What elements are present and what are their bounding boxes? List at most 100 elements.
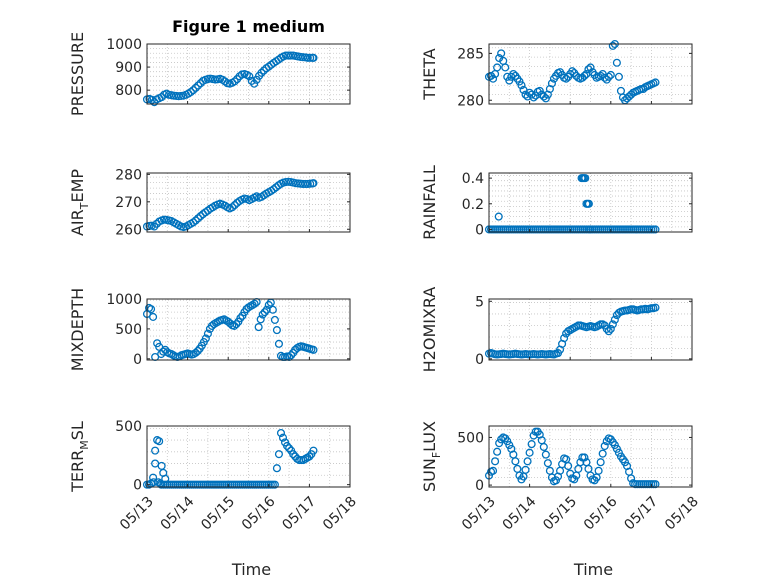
subplot-2: 260 270 280 AIRTEMP bbox=[68, 167, 351, 238]
data-point bbox=[228, 203, 237, 212]
data-point bbox=[147, 95, 156, 104]
x-axis-label: Time bbox=[231, 560, 271, 579]
data-point bbox=[489, 466, 498, 475]
data-point bbox=[539, 92, 548, 101]
data-point bbox=[602, 324, 611, 333]
subplot-4: 0 500 1000 MIXDEPTH bbox=[68, 288, 351, 371]
x-tick-label: 05/16 bbox=[239, 494, 279, 534]
data-point bbox=[596, 458, 605, 467]
data-point bbox=[614, 72, 623, 81]
data-point bbox=[604, 72, 613, 81]
subplot-0: 800 900 1000 PRESSURE Figure 1 medium bbox=[68, 17, 351, 116]
data-point bbox=[517, 81, 526, 90]
y-tick-label: 280 bbox=[457, 93, 484, 109]
grid bbox=[147, 299, 350, 360]
data-point bbox=[521, 465, 530, 474]
x-tick-label: 05/14 bbox=[158, 494, 198, 534]
data-point bbox=[501, 63, 510, 72]
data-point bbox=[272, 464, 281, 473]
axes-box bbox=[488, 43, 693, 105]
data-point bbox=[600, 441, 609, 451]
data-point bbox=[527, 440, 536, 449]
data-point bbox=[191, 348, 200, 357]
axes-box bbox=[488, 172, 693, 233]
y-tick-label: 285 bbox=[457, 46, 484, 62]
data-point bbox=[598, 449, 607, 458]
data-point bbox=[562, 74, 571, 83]
data-point bbox=[627, 474, 636, 483]
data-point bbox=[493, 63, 502, 72]
data-point bbox=[584, 199, 593, 208]
axes-box bbox=[488, 425, 693, 488]
data-point bbox=[309, 345, 318, 354]
y-tick-label: 0.2 bbox=[462, 197, 484, 213]
data-point bbox=[272, 326, 281, 335]
y-tick-label: 0 bbox=[475, 222, 484, 238]
data-point bbox=[191, 83, 200, 92]
y-axis-label: SUNFLUX bbox=[420, 421, 443, 492]
axes-box bbox=[146, 298, 351, 361]
x-tick-label: 05/15 bbox=[540, 494, 580, 534]
data-point bbox=[494, 212, 503, 221]
y-axis-label: AIRTEMP bbox=[68, 169, 91, 236]
data-point bbox=[232, 320, 241, 329]
y-tick-label: 0 bbox=[475, 478, 484, 494]
y-tick-label: 270 bbox=[115, 195, 142, 211]
data-point bbox=[543, 459, 552, 468]
data-point bbox=[608, 41, 617, 50]
grid bbox=[147, 44, 350, 104]
data-point bbox=[651, 303, 660, 312]
x-tick-label: 05/18 bbox=[320, 494, 360, 534]
data-point bbox=[194, 214, 203, 223]
data-point bbox=[570, 475, 579, 484]
data-point bbox=[576, 458, 585, 467]
data-point bbox=[509, 69, 518, 79]
data-point bbox=[260, 308, 269, 317]
x-tick-label: 05/16 bbox=[581, 494, 621, 534]
data-point bbox=[580, 71, 589, 80]
data-point bbox=[230, 77, 239, 86]
y-tick-label: 0.4 bbox=[462, 171, 484, 187]
data-point bbox=[274, 339, 284, 348]
data-point bbox=[525, 448, 534, 457]
data-point bbox=[594, 466, 603, 475]
data-point bbox=[596, 71, 605, 80]
data-point bbox=[651, 480, 660, 489]
y-axis-label: RAINFALL bbox=[420, 165, 439, 240]
data-point bbox=[612, 58, 621, 67]
data-point bbox=[289, 450, 298, 459]
grid bbox=[147, 173, 350, 232]
data-point bbox=[515, 471, 524, 480]
data-point bbox=[586, 225, 595, 234]
x-tick-label: 05/14 bbox=[500, 494, 540, 534]
data-point bbox=[495, 439, 504, 448]
data-point bbox=[258, 310, 267, 319]
data-point bbox=[262, 305, 271, 314]
x-tick-label: 05/17 bbox=[279, 494, 319, 534]
data-point bbox=[155, 437, 164, 446]
data-point bbox=[309, 446, 318, 455]
data-point bbox=[194, 81, 203, 90]
data-point bbox=[606, 324, 615, 333]
grid bbox=[147, 426, 350, 487]
data-point bbox=[149, 312, 158, 321]
data-point bbox=[189, 218, 198, 227]
data-point bbox=[604, 327, 613, 336]
data-point bbox=[191, 216, 200, 225]
data-point bbox=[505, 441, 514, 450]
data-point bbox=[193, 346, 202, 356]
data-point bbox=[270, 480, 279, 489]
data-point bbox=[186, 87, 195, 97]
data-point bbox=[270, 315, 279, 324]
data-point bbox=[269, 185, 278, 194]
data-point bbox=[305, 452, 314, 461]
y-axis-label: PRESSURE bbox=[68, 32, 87, 116]
data-point bbox=[161, 474, 170, 483]
data-point bbox=[250, 299, 259, 308]
data-point bbox=[608, 320, 617, 329]
data-point bbox=[235, 72, 244, 81]
data-point bbox=[568, 67, 577, 76]
subplot-3: 0 0.2 0.4 RAINFALL bbox=[420, 165, 693, 240]
y-axis-label: THETA bbox=[420, 48, 439, 100]
